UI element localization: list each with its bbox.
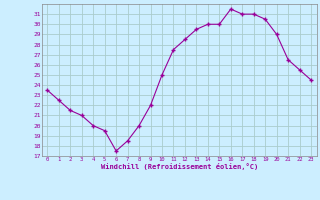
X-axis label: Windchill (Refroidissement éolien,°C): Windchill (Refroidissement éolien,°C) (100, 163, 258, 170)
